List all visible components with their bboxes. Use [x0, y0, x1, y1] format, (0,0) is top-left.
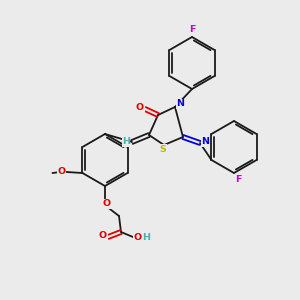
Text: O: O	[136, 103, 144, 112]
Text: O: O	[103, 200, 111, 208]
Text: N: N	[176, 100, 184, 109]
Text: N: N	[201, 137, 209, 146]
Text: H: H	[122, 137, 130, 146]
Text: H: H	[142, 233, 150, 242]
Text: O: O	[134, 232, 142, 242]
Text: F: F	[235, 176, 241, 184]
Text: O: O	[57, 167, 65, 176]
Text: O: O	[99, 232, 107, 241]
Text: F: F	[189, 26, 195, 34]
Text: S: S	[160, 145, 167, 154]
